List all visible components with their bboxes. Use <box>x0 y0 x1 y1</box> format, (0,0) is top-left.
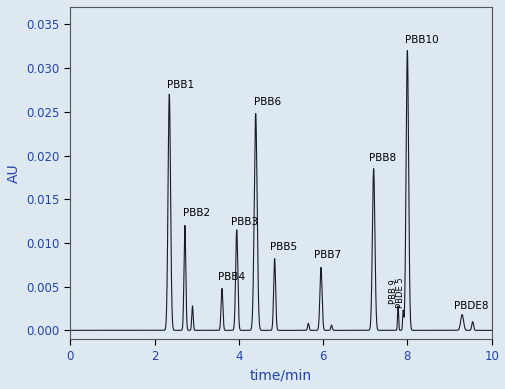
Text: PBB2: PBB2 <box>183 209 210 219</box>
Text: PBDE8: PBDE8 <box>453 301 487 311</box>
Text: PBB1: PBB1 <box>167 80 194 90</box>
Text: PBB 9: PBB 9 <box>388 279 397 304</box>
Text: PBB4: PBB4 <box>217 272 244 282</box>
X-axis label: time/min: time/min <box>249 368 312 382</box>
Text: PBB5: PBB5 <box>270 242 297 252</box>
Y-axis label: AU: AU <box>7 163 21 183</box>
Text: PBB3: PBB3 <box>231 217 258 227</box>
Text: PBB6: PBB6 <box>253 98 280 107</box>
Text: PBDE 5: PBDE 5 <box>395 278 404 308</box>
Text: PBB8: PBB8 <box>369 152 396 163</box>
Text: PBB7: PBB7 <box>313 251 340 260</box>
Text: PBB10: PBB10 <box>405 35 438 44</box>
